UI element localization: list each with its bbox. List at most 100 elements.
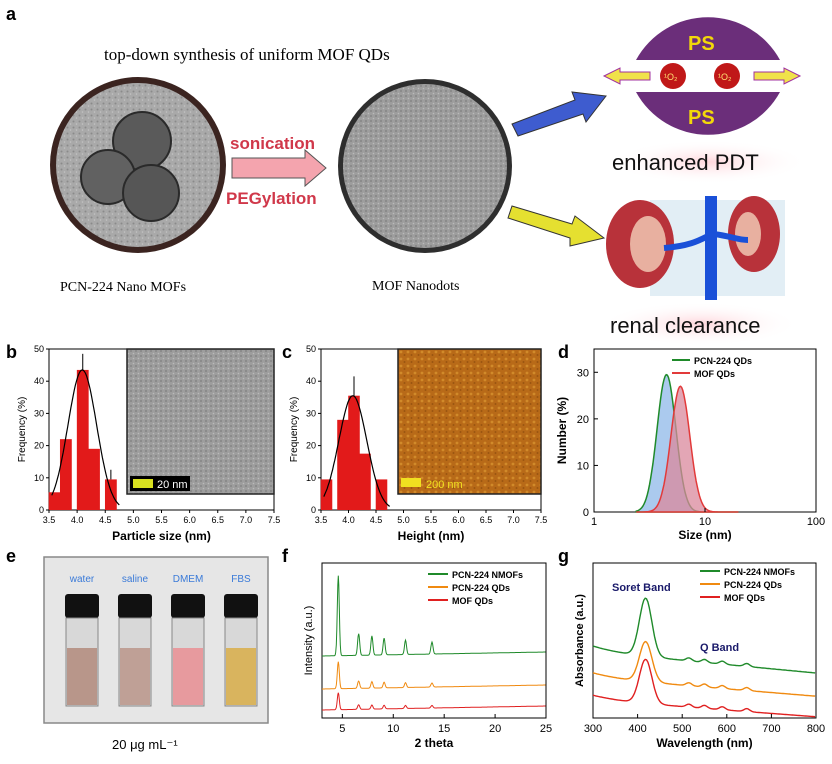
y-tick-label: 50 xyxy=(34,344,44,354)
gaussian-fit xyxy=(51,369,120,506)
x-tick-label: 100 xyxy=(807,516,825,528)
chart-g: PCN-224 NMOFs PCN-224 QDs MOF QDs Soret Ban… xyxy=(574,562,825,750)
x-tick-label: 5.0 xyxy=(397,515,410,525)
x-tick-label: 20 xyxy=(489,723,501,735)
x-axis-label: Wavelength (nm) xyxy=(656,736,752,750)
y-tick-label: 10 xyxy=(34,473,44,483)
absorbance-spectrum xyxy=(592,597,816,674)
vial-label: saline xyxy=(122,574,149,585)
absorbance-spectrum xyxy=(592,658,816,718)
y-tick-label: 20 xyxy=(577,414,589,426)
x-tick-label: 7.0 xyxy=(507,515,520,525)
y-tick-label: 40 xyxy=(34,376,44,386)
chart-f: PCN-224 NMOFs PCN-224 QDs MOF QDs 5 10 15 20 25… xyxy=(303,562,552,750)
x-tick-label: 4.0 xyxy=(342,515,355,525)
y-tick-label: 10 xyxy=(577,460,589,472)
legend-label: PCN-224 NMOFs xyxy=(724,567,795,577)
x-tick-label: 4.5 xyxy=(99,515,112,525)
panel-label-d: d xyxy=(558,342,569,362)
arrow-to-renal xyxy=(507,205,606,247)
y-tick-label: 30 xyxy=(34,408,44,418)
label-sonication: sonication xyxy=(230,134,315,153)
kidney-illustration xyxy=(606,196,785,300)
x-tick-label: 4.0 xyxy=(71,515,84,525)
xrd-pattern xyxy=(322,661,546,690)
y-tick-label: 0 xyxy=(311,505,316,515)
panel-label-b: b xyxy=(6,342,17,362)
x-tick-label: 1 xyxy=(591,516,597,528)
x-axis-label: Size (nm) xyxy=(678,528,731,542)
y-axis-label: Absorbance (a.u.) xyxy=(574,594,586,687)
plot-frame xyxy=(592,562,817,719)
absorbance-spectrum xyxy=(592,640,816,697)
panel-a-header: top-down synthesis of uniform MOF QDs xyxy=(104,45,390,64)
y-tick-label: 10 xyxy=(306,473,316,483)
panel-label-f: f xyxy=(282,546,289,566)
x-tick-label: 5.5 xyxy=(425,515,438,525)
y-axis-label: Frequency (%) xyxy=(289,397,300,463)
vial-liquid xyxy=(226,648,256,705)
x-tick-label: 600 xyxy=(718,723,736,735)
histogram-bar xyxy=(48,492,61,510)
x-tick-label: 6.0 xyxy=(452,515,465,525)
caption-nano-mofs: PCN-224 Nano MOFs xyxy=(60,280,186,295)
legend-label: MOF QDs xyxy=(694,369,735,379)
scale-bar-b: 20 nm xyxy=(157,479,188,491)
x-tick-label: 25 xyxy=(540,723,552,735)
vial-liquid xyxy=(120,648,150,705)
y-tick-label: 20 xyxy=(34,441,44,451)
legend-label: PCN-224 NMOFs xyxy=(452,570,523,580)
x-tick-label: 400 xyxy=(628,723,646,735)
label-pegylation: PEGylation xyxy=(226,189,317,208)
enhanced-pdt-label: enhanced PDT xyxy=(612,150,759,175)
x-axis-label: Particle size (nm) xyxy=(112,529,211,543)
histogram-bar xyxy=(76,369,89,510)
plot-frame xyxy=(321,562,547,719)
gaussian-fit xyxy=(323,395,391,507)
legend-label: PCN-224 QDs xyxy=(724,580,782,590)
vial-label: water xyxy=(69,574,95,585)
vial-cap xyxy=(118,594,152,618)
y-tick-label: 30 xyxy=(306,408,316,418)
legend-label: MOF QDs xyxy=(452,596,493,606)
ps-top-label: PS xyxy=(688,33,715,55)
x-tick-label: 300 xyxy=(584,723,602,735)
panel-label-a: a xyxy=(6,4,17,24)
x-axis-label: 2 theta xyxy=(415,736,454,750)
histogram-bar xyxy=(88,448,100,510)
xrd-pattern xyxy=(322,692,546,711)
histogram-bar xyxy=(337,419,349,510)
caption-nanodots: MOF Nanodots xyxy=(372,279,460,294)
size-distribution-curve xyxy=(636,385,739,513)
x-tick-label: 7.5 xyxy=(535,515,548,525)
vials-caption: 20 μg mL⁻¹ xyxy=(112,737,178,752)
x-tick-label: 10 xyxy=(699,516,711,528)
chart-b: 3.5 4.0 4.5 5.0 5.5 6.0 6.5 7.0 7.5 0 10 20 30 40 50 Pa… xyxy=(17,344,280,543)
x-tick-label: 7.0 xyxy=(240,515,253,525)
xrd-pattern xyxy=(322,575,546,657)
x-tick-label: 700 xyxy=(762,723,780,735)
vial-liquid xyxy=(173,648,203,705)
process-arrow xyxy=(231,148,327,188)
x-tick-label: 10 xyxy=(387,723,399,735)
y-tick-label: 40 xyxy=(306,376,316,386)
panel-label-g: g xyxy=(558,546,569,566)
x-tick-label: 3.5 xyxy=(315,515,328,525)
vial-label: DMEM xyxy=(173,574,204,585)
y-tick-label: 20 xyxy=(306,441,316,451)
y-axis-label: Frequency (%) xyxy=(17,397,28,463)
scale-bar-c: 200 nm xyxy=(426,479,463,491)
x-tick-label: 6.5 xyxy=(211,515,224,525)
vial-liquid xyxy=(67,648,97,705)
vial-cap xyxy=(224,594,258,618)
x-tick-label: 4.5 xyxy=(370,515,383,525)
panel-label-c: c xyxy=(282,342,292,362)
histogram-bar xyxy=(359,453,371,510)
singlet-oxygen-right: ¹O₂ xyxy=(718,72,732,82)
tem-image-nanodots xyxy=(338,79,512,253)
legend-label: PCN-224 QDs xyxy=(694,356,752,366)
x-tick-label: 15 xyxy=(438,723,450,735)
panel-label-e: e xyxy=(6,546,16,566)
histogram-bar xyxy=(104,479,117,510)
